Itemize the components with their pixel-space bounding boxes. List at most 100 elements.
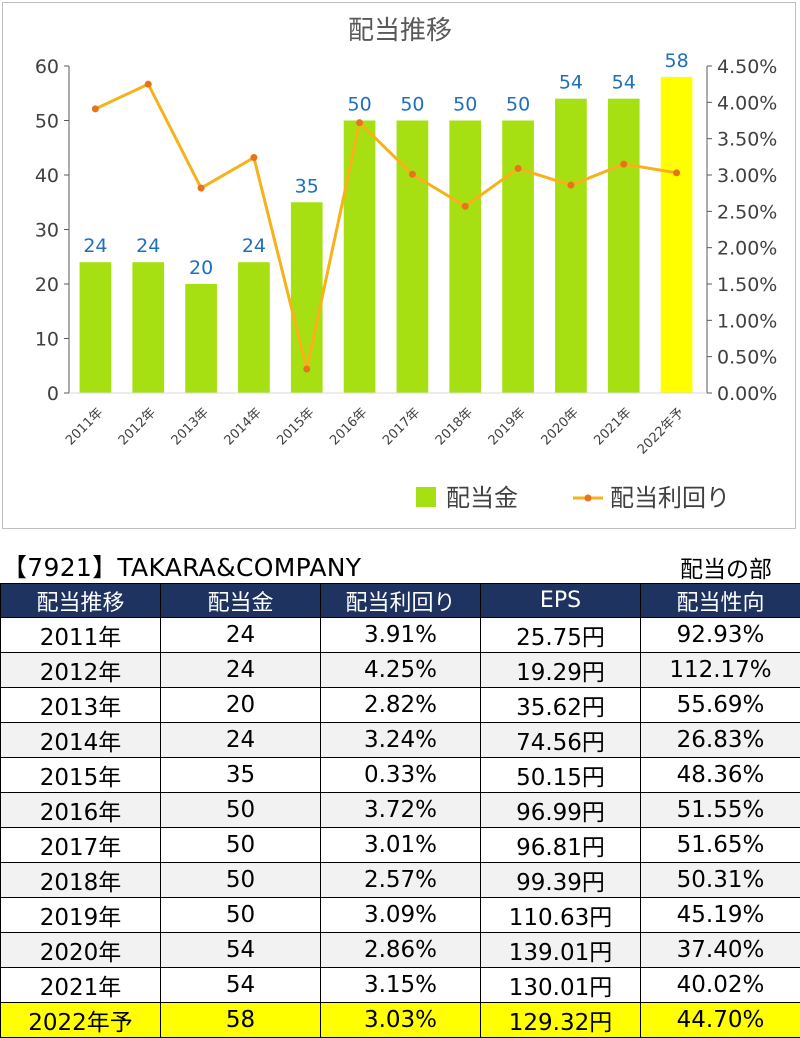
column-header-yield: 配当利回り	[321, 584, 481, 618]
dividend-cell: 50	[161, 793, 321, 828]
yield-point	[145, 81, 152, 88]
x-axis-tick-label: 2022年予	[635, 405, 687, 457]
dividend-cell: 50	[161, 828, 321, 863]
bar	[344, 121, 376, 394]
period-cell: 2020年	[1, 933, 161, 968]
period-cell: 2012年	[1, 653, 161, 688]
payout-cell: 55.69%	[641, 688, 800, 723]
eps-cell: 50.15円	[481, 758, 641, 793]
bar-data-label: 24	[136, 235, 160, 257]
yield-point	[356, 119, 363, 126]
dividend-cell: 50	[161, 898, 321, 933]
x-axis-tick-label: 2015年	[274, 405, 317, 448]
dividend-cell: 24	[161, 618, 321, 653]
right-axis-tick-label: 4.00%	[717, 92, 777, 114]
bar-data-label: 50	[506, 94, 530, 116]
yield-point	[567, 182, 574, 189]
bar-data-label: 24	[83, 235, 107, 257]
yield-cell: 0.33%	[321, 758, 481, 793]
yield-line	[95, 84, 676, 369]
dividend-chart: 配当推移01020304050600.00%0.50%1.00%1.50%2.0…	[3, 3, 797, 530]
payout-cell: 37.40%	[641, 933, 800, 968]
dividend-cell: 54	[161, 933, 321, 968]
x-axis-tick-label: 2019年	[486, 405, 529, 448]
period-cell: 2014年	[1, 723, 161, 758]
yield-cell: 2.57%	[321, 863, 481, 898]
period-cell: 2018年	[1, 863, 161, 898]
bar	[661, 77, 693, 393]
x-axis-tick-label: 2016年	[327, 405, 370, 448]
eps-cell: 25.75円	[481, 618, 641, 653]
period-cell: 2017年	[1, 828, 161, 863]
x-axis-tick-label: 2012年	[116, 405, 159, 448]
dividend-cell: 58	[161, 1003, 321, 1038]
period-cell: 2016年	[1, 793, 161, 828]
bar-data-label: 54	[612, 72, 636, 94]
yield-point	[515, 165, 522, 172]
x-axis-tick-label: 2014年	[222, 405, 265, 448]
payout-cell: 26.83%	[641, 723, 800, 758]
bar	[80, 262, 112, 393]
eps-cell: 130.01円	[481, 968, 641, 1003]
bar-data-label: 20	[189, 257, 213, 279]
legend-bar-label: 配当金	[446, 484, 518, 512]
right-axis-tick-label: 3.50%	[717, 129, 777, 151]
bar-data-label: 54	[559, 72, 583, 94]
right-axis-tick-label: 2.50%	[717, 201, 777, 223]
table-header-row: 【7921】TAKARA&COMPANY 配当の部	[0, 546, 800, 582]
yield-point	[673, 169, 680, 176]
yield-cell: 4.25%	[321, 653, 481, 688]
bar-data-label: 50	[347, 94, 371, 116]
eps-cell: 129.32円	[481, 1003, 641, 1038]
eps-cell: 96.81円	[481, 828, 641, 863]
payout-cell: 51.65%	[641, 828, 800, 863]
period-cell: 2011年	[1, 618, 161, 653]
payout-cell: 51.55%	[641, 793, 800, 828]
x-axis-tick-label: 2013年	[169, 405, 212, 448]
column-header-payout: 配当性向	[641, 584, 800, 618]
payout-cell: 112.17%	[641, 653, 800, 688]
x-axis-tick-label: 2020年	[539, 405, 582, 448]
chart-title: 配当推移	[348, 16, 452, 46]
yield-cell: 3.91%	[321, 618, 481, 653]
left-axis-tick-label: 0	[47, 383, 59, 405]
yield-cell: 3.01%	[321, 828, 481, 863]
bar	[238, 262, 270, 393]
bar	[608, 99, 640, 393]
dividend-cell: 20	[161, 688, 321, 723]
eps-cell: 110.63円	[481, 898, 641, 933]
bar-data-label: 58	[664, 50, 688, 72]
bar	[502, 121, 534, 394]
dividend-cell: 24	[161, 653, 321, 688]
eps-cell: 74.56円	[481, 723, 641, 758]
left-axis-tick-label: 10	[35, 329, 59, 351]
yield-point	[620, 161, 627, 168]
yield-cell: 3.09%	[321, 898, 481, 933]
payout-cell: 40.02%	[641, 968, 800, 1003]
left-axis-tick-label: 60	[35, 56, 59, 78]
yield-cell: 3.24%	[321, 723, 481, 758]
bar-data-label: 35	[295, 175, 319, 197]
legend-line-label: 配当利回り	[610, 484, 730, 512]
payout-cell: 44.70%	[641, 1003, 800, 1038]
legend-line-marker	[585, 495, 592, 502]
eps-cell: 96.99円	[481, 793, 641, 828]
yield-point	[198, 185, 205, 192]
period-cell: 2013年	[1, 688, 161, 723]
eps-cell: 139.01円	[481, 933, 641, 968]
yield-cell: 3.72%	[321, 793, 481, 828]
right-axis-tick-label: 4.50%	[717, 56, 777, 78]
period-cell: 2019年	[1, 898, 161, 933]
x-axis-tick-label: 2018年	[433, 405, 476, 448]
column-header-period: 配当推移	[1, 584, 161, 618]
right-axis-tick-label: 2.00%	[717, 238, 777, 260]
